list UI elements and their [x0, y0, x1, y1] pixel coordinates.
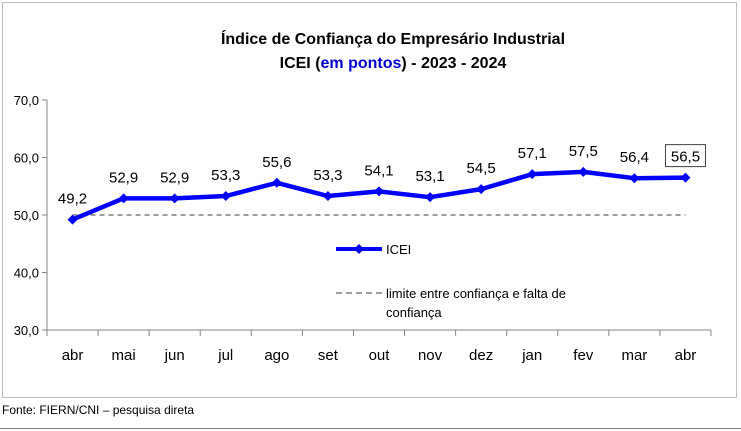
- legend-icei-label: ICEI: [386, 242, 411, 257]
- data-point: [680, 172, 691, 183]
- data-point: [374, 186, 384, 197]
- data-label: 52,9: [160, 169, 189, 186]
- data-point: [578, 166, 589, 177]
- data-label: 54,1: [364, 162, 393, 179]
- legend-icei-marker: [354, 244, 364, 254]
- data-point: [67, 214, 78, 225]
- x-tick-label: jan: [521, 347, 542, 364]
- chart-title-line2-pre: ICEI (: [280, 55, 322, 72]
- y-axis: 30,0 40,0 50,0 60,0 70,0: [14, 93, 48, 338]
- data-point: [220, 191, 231, 202]
- data-label: 54,5: [467, 160, 496, 177]
- x-tick-label: nov: [418, 347, 443, 364]
- data-label: 56,5: [671, 149, 700, 166]
- data-point: [271, 177, 282, 188]
- data-label: 53,3: [313, 167, 342, 184]
- data-point: [118, 193, 129, 204]
- chart-title-line2-post: ) - 2023 - 2024: [401, 55, 506, 72]
- x-tick-label: dez: [469, 347, 493, 364]
- data-label: 57,5: [569, 143, 598, 160]
- data-point: [425, 192, 436, 203]
- data-label: 53,3: [211, 167, 240, 184]
- data-label: 53,1: [415, 168, 444, 185]
- data-label: 57,1: [518, 145, 547, 162]
- chart-title-line2-em: em pontos: [321, 55, 402, 72]
- x-tick-label: fev: [573, 347, 594, 364]
- data-point: [629, 173, 640, 184]
- y-tick-label: 60,0: [14, 151, 39, 166]
- chart-frame: [2, 2, 737, 398]
- data-label: 56,4: [620, 149, 649, 166]
- x-axis: abr mai jun jul ago set out nov dez jan fev mar abr: [46, 329, 712, 364]
- x-tick-label: out: [369, 347, 391, 364]
- data-label-box: [664, 144, 706, 168]
- chart-title-line2: ICEI (em pontos) - 2023 - 2024: [280, 55, 507, 72]
- data-point: [527, 169, 538, 180]
- legend-reference-label-line1: limite entre confiança e falta de: [386, 286, 566, 301]
- x-tick-label: ago: [264, 347, 289, 364]
- x-tick-label: jul: [217, 347, 233, 364]
- data-label: 52,9: [109, 169, 138, 186]
- data-point: [169, 193, 180, 204]
- bottom-divider: [0, 428, 741, 429]
- y-tick-label: 50,0: [14, 208, 39, 223]
- x-tick-label: mar: [621, 347, 647, 364]
- x-tick-label: abr: [675, 347, 697, 364]
- data-label: 55,6: [262, 154, 291, 171]
- source-note: Fonte: FIERN/CNI – pesquisa direta: [2, 403, 195, 417]
- x-tick-label: abr: [62, 347, 84, 364]
- chart-title-line1: Índice de Confiança do Empresário Indust…: [221, 29, 565, 48]
- data-point: [476, 184, 487, 195]
- legend-reference-label-line2: confiança: [386, 305, 442, 320]
- legend: ICEI limite entre confiança e falta de c…: [336, 242, 566, 320]
- line-chart: Índice de Confiança do Empresário Indust…: [14, 29, 712, 364]
- y-tick-label: 40,0: [14, 266, 39, 281]
- y-tick-label: 30,0: [14, 323, 39, 338]
- series-icei: [67, 166, 691, 225]
- data-labels: 49,2 52,9 52,9 53,3 55,6 53,3 54,1 53,1 54,5 57,1…: [58, 143, 706, 208]
- data-point: [322, 191, 333, 202]
- x-tick-label: jun: [164, 347, 185, 364]
- data-label: 49,2: [58, 191, 87, 208]
- y-tick-label: 70,0: [14, 93, 39, 108]
- x-tick-label: set: [318, 347, 339, 364]
- x-tick-label: mai: [112, 347, 136, 364]
